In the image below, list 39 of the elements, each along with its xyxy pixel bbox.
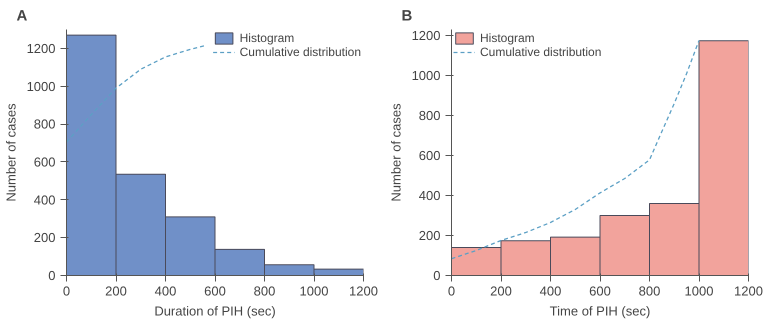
y-tick-label: 800 xyxy=(418,108,441,123)
y-tick-label: 800 xyxy=(34,116,56,132)
x-tick-label: 400 xyxy=(540,284,562,298)
x-tick-label: 0 xyxy=(448,284,456,298)
y-tick-label: 1000 xyxy=(26,78,56,94)
legend-label: Histogram xyxy=(480,31,535,45)
y-tick-label: 1000 xyxy=(412,68,440,83)
x-tick-label: 200 xyxy=(490,284,512,298)
y-axis-title: Number of cases xyxy=(388,102,404,202)
legend-label: Cumulative distribution xyxy=(480,45,602,59)
y-tick-label: 400 xyxy=(34,192,56,208)
x-tick-label: 600 xyxy=(589,284,611,298)
y-tick-label: 600 xyxy=(418,148,441,163)
x-tick-label: 600 xyxy=(204,284,226,298)
y-axis-title: Number of cases xyxy=(4,102,19,202)
y-tick-label: 200 xyxy=(34,230,56,246)
line-series xyxy=(66,44,206,143)
legend-label: Cumulative distribution xyxy=(240,45,361,59)
y-tick-label: 200 xyxy=(418,228,441,243)
y-tick-label: 400 xyxy=(418,188,441,203)
y-tick-label: 600 xyxy=(34,154,56,170)
chart-title: B xyxy=(402,8,412,24)
x-tick-label: 200 xyxy=(105,284,127,298)
x-tick-label: 800 xyxy=(254,284,276,298)
chart-title: A xyxy=(16,8,28,24)
x-tick-label: 1200 xyxy=(349,284,378,298)
x-tick-label: 400 xyxy=(154,284,176,298)
y-tick-label: 1200 xyxy=(26,40,56,56)
x-tick-label: 0 xyxy=(62,284,70,298)
x-tick-label: 1000 xyxy=(684,284,714,298)
x-tick-label: 1000 xyxy=(300,284,328,298)
x-axis-title: Time of PIH (sec) xyxy=(550,304,650,318)
legend-label: Histogram xyxy=(240,31,294,45)
y-tick-label: 1200 xyxy=(412,28,440,43)
x-tick-label: 1200 xyxy=(734,284,763,298)
x-axis-title: Duration of PIH (sec) xyxy=(154,304,276,318)
x-tick-label: 800 xyxy=(638,284,660,298)
y-tick-label: 0 xyxy=(433,268,441,283)
y-tick-label: 0 xyxy=(48,268,56,283)
